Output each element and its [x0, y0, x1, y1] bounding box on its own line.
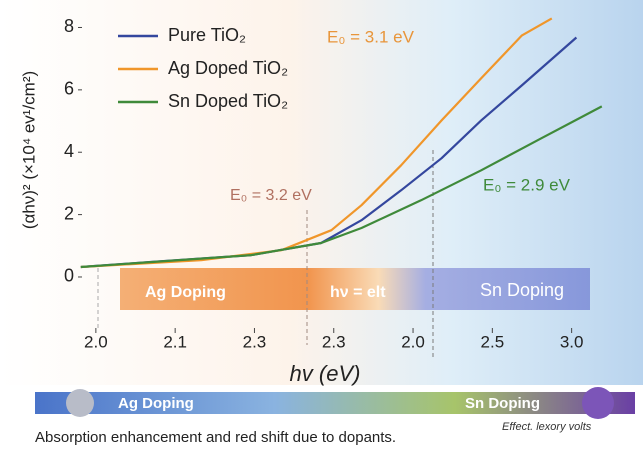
y-tick-label: 4: [64, 141, 74, 161]
band-label: Sn Doping: [480, 280, 564, 300]
legend-label: Pure TiO₂: [168, 25, 246, 45]
band-label: hν = elt: [330, 284, 386, 301]
x-tick-label: 2.1: [163, 332, 187, 351]
bar-label: Sn Doping: [465, 395, 540, 412]
y-tick-label: 2: [64, 203, 74, 223]
bar-label: Ag Doping: [118, 395, 194, 412]
annotation: E₀ = 2.9 eV: [483, 175, 571, 194]
x-tick-label: 2.0: [84, 332, 108, 351]
x-tick-label: 2.3: [243, 332, 267, 351]
x-tick-label: 2.0: [401, 332, 425, 351]
x-axis-label: hv (eV): [290, 361, 361, 386]
x-tick-label: 3.0: [560, 332, 584, 351]
y-tick-label: 6: [64, 79, 74, 99]
y-tick-label: 0: [64, 266, 74, 286]
sn-cluster-icon: [582, 387, 614, 419]
y-tick-label: 8: [64, 16, 74, 36]
chart: (αhν)² (×10⁴ ev¹/cm²) hv (eV) E₀ = 3.1 e…: [0, 0, 643, 459]
x-tick-label: 2.3: [322, 332, 346, 351]
annotation: E₀ = 3.1 eV: [327, 27, 415, 46]
caption-note: Effect. lexory volts: [502, 421, 592, 433]
ag-cluster-icon: [66, 389, 94, 417]
legend-label: Sn Doped TiO₂: [168, 91, 288, 111]
band-label: Ag Doping: [145, 284, 226, 301]
y-axis-label: (αhν)² (×10⁴ ev¹/cm²): [19, 71, 38, 229]
caption: Absorption enhancement and red shift due…: [35, 429, 396, 446]
annotation: E₀ = 3.2 eV: [230, 187, 312, 204]
page: {"chart_data": {"type": "line", "y_label…: [0, 0, 643, 459]
x-tick-label: 2.5: [481, 332, 505, 351]
legend-label: Ag Doped TiO₂: [168, 58, 288, 78]
